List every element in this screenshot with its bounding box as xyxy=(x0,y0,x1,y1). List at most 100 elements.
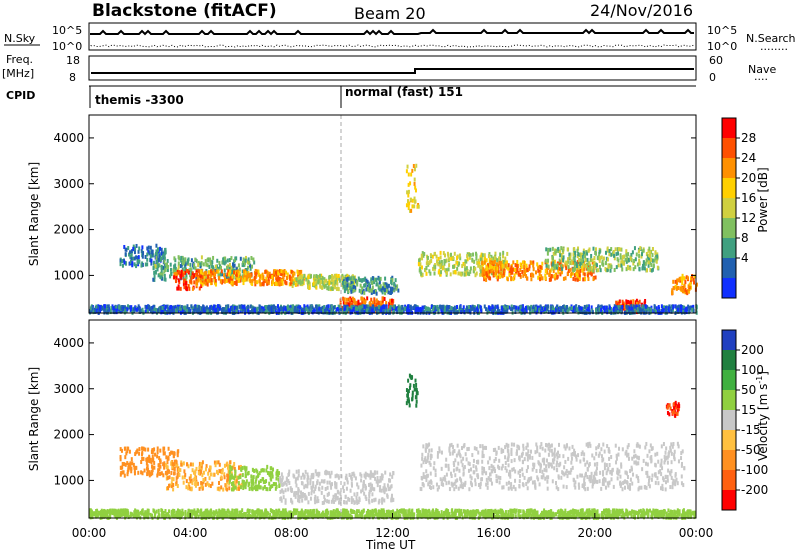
heatmap-cell xyxy=(133,471,136,476)
heatmap-cell xyxy=(429,271,432,276)
heatmap-cell xyxy=(638,299,641,304)
heatmap-cell xyxy=(538,274,541,279)
heatmap-cell xyxy=(281,475,284,480)
heatmap-cell xyxy=(167,446,170,451)
heatmap-cell xyxy=(184,306,187,311)
heatmap-cell xyxy=(556,307,559,312)
heatmap-cell xyxy=(381,476,384,481)
power-heatmap xyxy=(89,163,698,315)
heatmap-cell xyxy=(520,304,523,309)
heatmap-cell xyxy=(306,481,309,486)
heatmap-cell xyxy=(174,269,177,274)
heatmap-cell xyxy=(537,305,540,310)
heatmap-cell xyxy=(365,497,368,502)
heatmap-cell xyxy=(569,267,572,272)
heatmap-cell xyxy=(328,309,331,314)
heatmap-cell xyxy=(263,279,266,284)
heatmap-cell xyxy=(292,281,295,286)
heatmap-cell xyxy=(200,484,203,489)
heatmap-cell xyxy=(383,305,386,310)
heatmap-cell xyxy=(585,264,588,269)
heatmap-cell xyxy=(345,297,348,302)
heatmap-cell xyxy=(254,272,257,277)
heatmap-cell xyxy=(99,308,102,313)
heatmap-cell xyxy=(456,266,459,271)
heatmap-cell xyxy=(411,168,414,173)
heatmap-cell xyxy=(380,300,383,305)
heatmap-cell xyxy=(238,277,241,282)
heatmap-cell xyxy=(408,403,411,408)
heatmap-cell xyxy=(246,259,249,264)
heatmap-cell xyxy=(560,256,563,261)
heatmap-cell xyxy=(681,273,684,278)
heatmap-cell xyxy=(675,305,678,310)
heatmap-cell xyxy=(269,476,272,481)
heatmap-cell xyxy=(346,278,349,283)
heatmap-cell xyxy=(273,308,276,313)
heatmap-cell xyxy=(567,257,570,262)
heatmap-cell xyxy=(693,280,696,285)
heatmap-cell xyxy=(574,277,577,282)
heatmap-cell xyxy=(171,476,174,481)
heatmap-cell xyxy=(226,272,229,277)
heatmap-cell xyxy=(565,305,568,310)
heatmap-cell xyxy=(420,271,423,276)
heatmap-cell xyxy=(630,304,633,309)
heatmap-cell xyxy=(655,259,658,264)
heatmap-cell xyxy=(406,190,409,195)
heatmap-cell xyxy=(282,307,285,312)
heatmap-cell xyxy=(336,281,339,286)
heatmap-cell xyxy=(436,261,439,266)
heatmap-cell xyxy=(539,277,542,282)
heatmap-cell xyxy=(337,274,340,279)
heatmap-cell xyxy=(620,260,623,265)
heatmap-cell xyxy=(410,208,413,213)
heatmap-cell xyxy=(508,273,511,278)
heatmap-cell xyxy=(426,258,429,263)
heatmap-cell xyxy=(356,282,359,287)
heatmap-cell xyxy=(138,259,141,264)
heatmap-cell xyxy=(234,473,237,478)
heatmap-cell xyxy=(407,172,410,177)
heatmap-cell xyxy=(223,261,226,266)
heatmap-cell xyxy=(89,308,92,313)
heatmap-cell xyxy=(498,256,501,261)
heatmap-cell xyxy=(246,471,249,476)
heatmap-cell xyxy=(553,310,556,315)
heatmap-cell xyxy=(330,482,333,487)
heatmap-cell xyxy=(233,305,236,310)
heatmap-cell xyxy=(212,306,215,311)
heatmap-cell xyxy=(385,288,388,293)
cpid-segment-1: themis -3300 xyxy=(95,93,184,107)
heatmap-cell xyxy=(671,291,674,296)
heatmap-cell xyxy=(351,274,354,279)
heatmap-cell xyxy=(366,284,369,289)
heatmap-cell xyxy=(244,474,247,479)
heatmap-cell xyxy=(531,272,534,277)
heatmap-cell xyxy=(165,262,168,267)
heatmap-cell xyxy=(411,390,414,395)
heatmap-cell xyxy=(526,268,529,273)
heatmap-cell xyxy=(595,308,598,313)
heatmap-cell xyxy=(301,498,304,503)
heatmap-cell xyxy=(180,462,183,467)
heatmap-cell xyxy=(342,488,345,493)
heatmap-cell xyxy=(109,308,112,313)
heatmap-cell xyxy=(587,277,590,282)
heatmap-cell xyxy=(103,307,106,312)
heatmap-cell xyxy=(359,472,362,477)
heatmap-cell xyxy=(367,304,370,309)
heatmap-cell xyxy=(555,249,558,254)
heatmap-cell xyxy=(210,272,213,277)
heatmap-cell xyxy=(124,455,127,460)
heatmap-cell xyxy=(565,266,568,271)
heatmap-cell xyxy=(266,470,269,475)
heatmap-cell xyxy=(383,287,386,292)
heatmap-cell xyxy=(374,497,377,502)
heatmap-cell xyxy=(383,483,386,488)
heatmap-cell xyxy=(213,309,216,314)
heatmap-cell xyxy=(507,263,510,268)
heatmap-cell xyxy=(477,258,480,263)
heatmap-cell xyxy=(314,494,317,499)
heatmap-cell xyxy=(326,480,329,485)
